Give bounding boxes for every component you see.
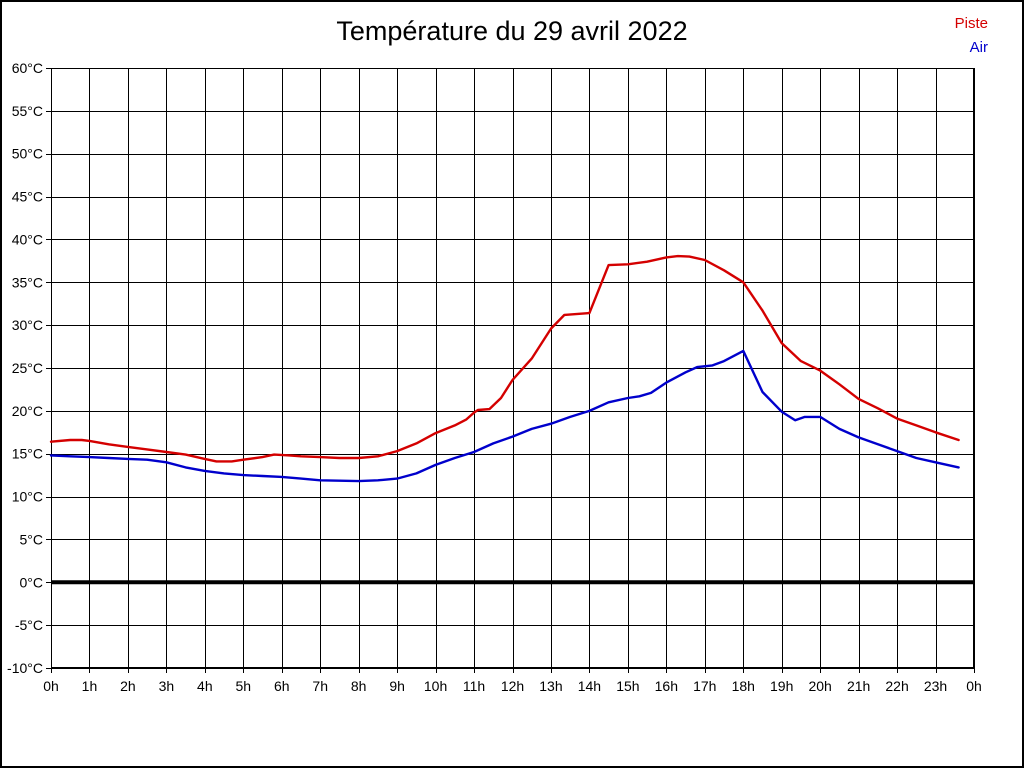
x-tick-label: 22h	[885, 678, 908, 694]
series-line-air	[49, 349, 960, 483]
x-tick-label: 15h	[616, 678, 639, 694]
x-tick-label: 10h	[424, 678, 447, 694]
y-tick-label: 5°C	[20, 531, 44, 547]
y-tick-label: 15°C	[12, 446, 43, 462]
x-tick-label: 19h	[770, 678, 793, 694]
y-tick-label: 35°C	[12, 274, 43, 290]
x-tick-label: 14h	[578, 678, 601, 694]
legend-label-air: Air	[969, 39, 988, 56]
x-tick-label: 0h	[43, 678, 59, 694]
y-tick-label: -10°C	[7, 660, 43, 676]
x-tick-label: 9h	[389, 678, 405, 694]
x-tick-label: 21h	[847, 678, 870, 694]
chart-title: Température du 29 avril 2022	[336, 16, 688, 46]
legend-label-piste: Piste	[954, 15, 988, 32]
y-tick-label: 60°C	[12, 60, 43, 76]
series-line-piste	[49, 254, 960, 463]
plot-frame	[51, 68, 974, 668]
x-tick-label: 18h	[732, 678, 755, 694]
x-tick-label: 13h	[539, 678, 562, 694]
x-tick-label: 23h	[924, 678, 947, 694]
y-tick-label: 30°C	[12, 317, 43, 333]
x-tick-label: 5h	[236, 678, 252, 694]
x-tick-label: 4h	[197, 678, 213, 694]
y-tick-label: -5°C	[15, 617, 43, 633]
legend-item-air: Air	[955, 36, 988, 60]
x-tick-label: 17h	[693, 678, 716, 694]
x-tick-label: 12h	[501, 678, 524, 694]
x-tick-label: 2h	[120, 678, 136, 694]
y-tick-label: 50°C	[12, 146, 43, 162]
x-tick-label: 1h	[82, 678, 98, 694]
x-tick-label: 7h	[312, 678, 328, 694]
x-tick-label: 16h	[655, 678, 678, 694]
y-tick-label: 20°C	[12, 403, 43, 419]
y-tick-label: 0°C	[20, 574, 44, 590]
y-tick-label: 25°C	[12, 360, 43, 376]
x-tick-label: 8h	[351, 678, 367, 694]
legend-item-piste: Piste	[955, 12, 988, 36]
x-tick-label: 20h	[808, 678, 831, 694]
y-tick-label: 40°C	[12, 231, 43, 247]
x-tick-label: 6h	[274, 678, 290, 694]
x-tick-label: 11h	[463, 678, 485, 694]
x-tick-label: 0h	[966, 678, 982, 694]
x-tick-label: 3h	[159, 678, 175, 694]
y-tick-label: 45°C	[12, 189, 43, 205]
y-tick-label: 55°C	[12, 103, 43, 119]
y-tick-label: 10°C	[12, 489, 43, 505]
chart-legend: Piste Air	[955, 12, 988, 60]
